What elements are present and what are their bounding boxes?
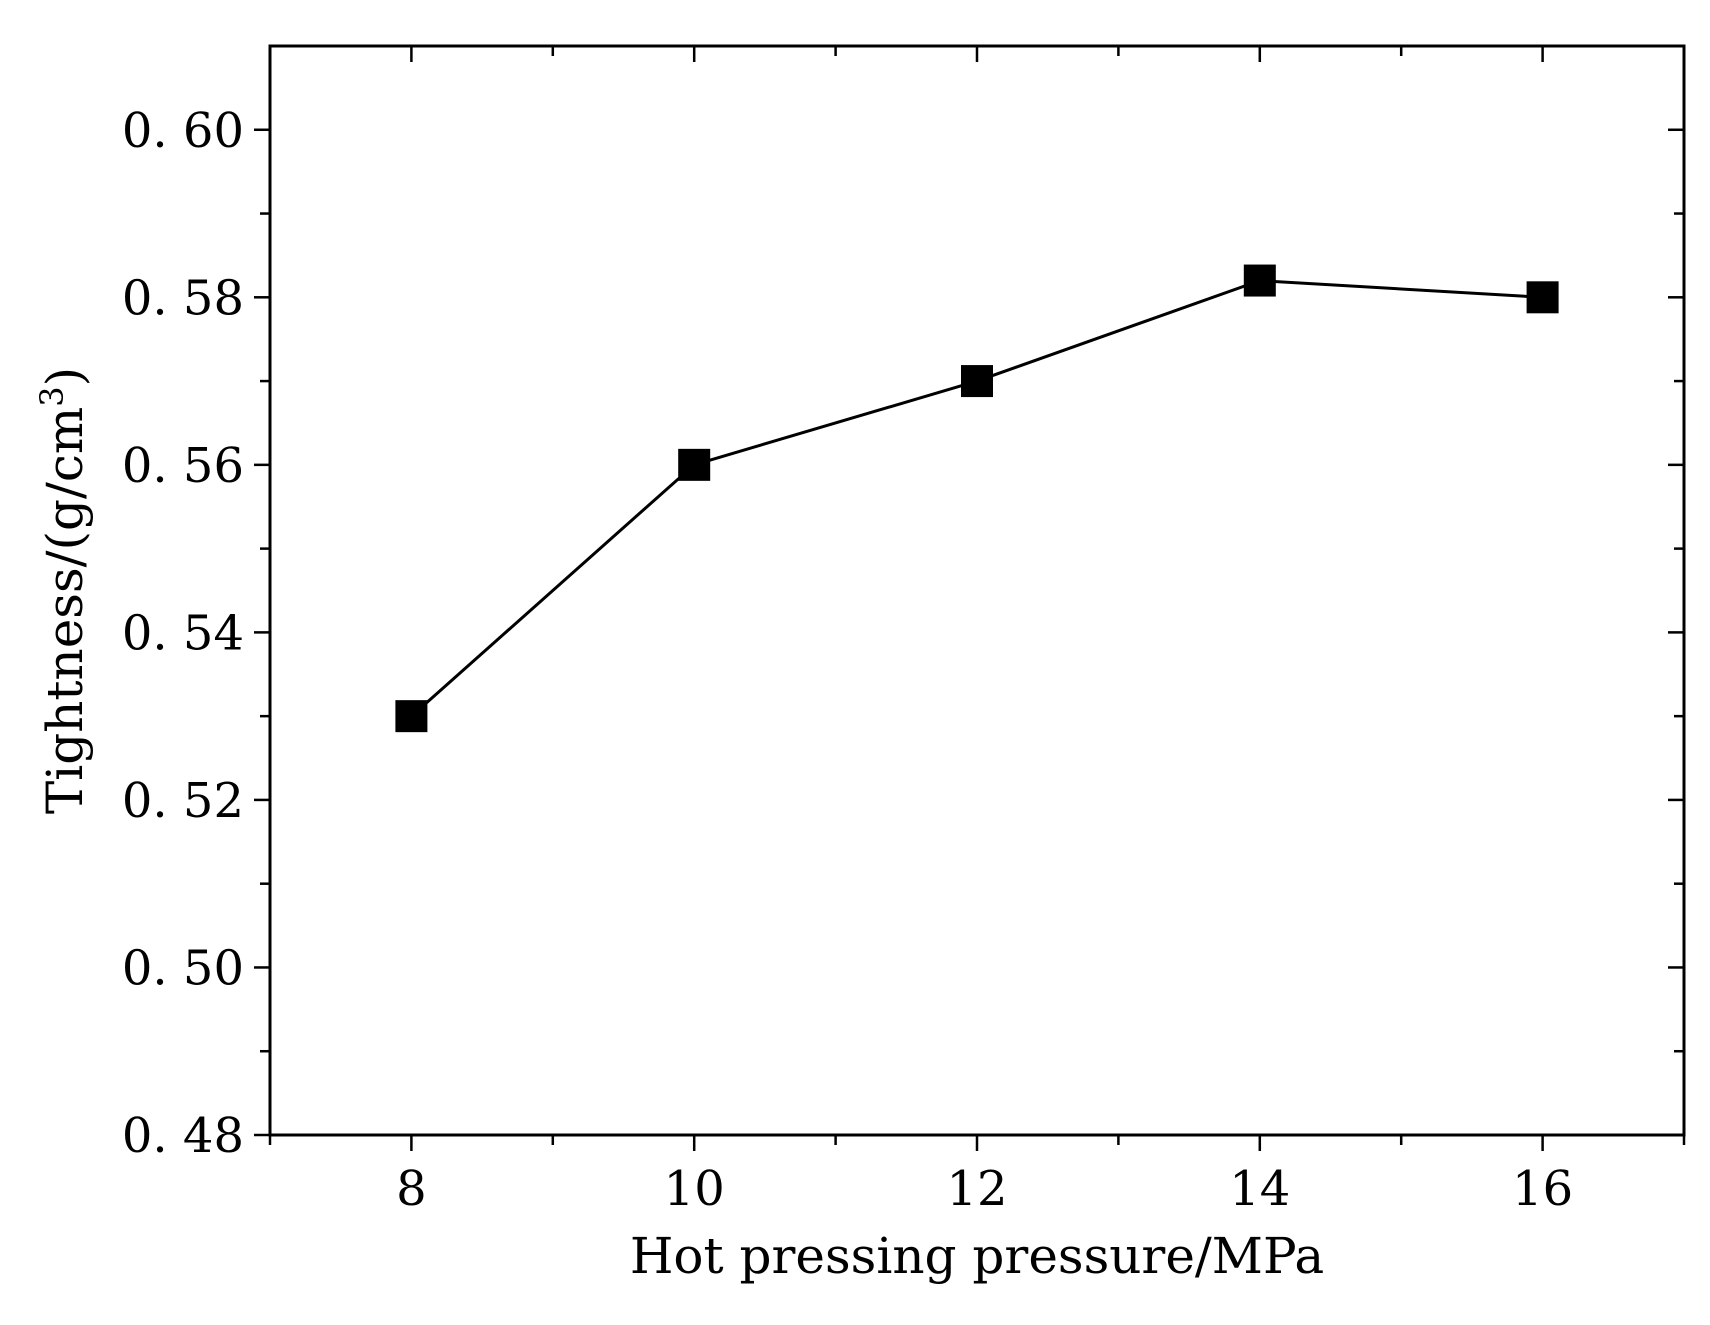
data-point-marker: [678, 448, 711, 481]
y-tick-label: 0. 54: [122, 605, 244, 661]
y-axis-title-close: ): [36, 367, 94, 387]
y-tick-label: 0. 50: [122, 940, 244, 996]
y-axis-title-main: Tightness/(g/cm: [36, 407, 94, 814]
x-tick-label: 12: [946, 1161, 1007, 1217]
series-layer: [395, 264, 1559, 733]
y-axis-title-superscript: 3: [33, 386, 71, 406]
x-tick-label: 8: [396, 1161, 427, 1217]
x-tick-label: 16: [1512, 1161, 1573, 1217]
data-point-marker: [1526, 281, 1559, 314]
data-point-marker: [1243, 264, 1276, 297]
ticks-layer: [254, 46, 1686, 1151]
x-tick-label: 10: [664, 1161, 725, 1217]
y-tick-label: 0. 48: [122, 1108, 244, 1164]
series-line: [410, 279, 1543, 718]
data-point-marker: [395, 700, 428, 733]
x-tick-label: 14: [1229, 1161, 1290, 1217]
y-tick-label: 0. 60: [122, 103, 244, 159]
y-tick-label: 0. 52: [122, 773, 244, 829]
data-point-marker: [961, 365, 993, 398]
y-tick-label: 0. 58: [122, 270, 244, 326]
x-axis-title: Hot pressing pressure/MPa: [630, 1227, 1324, 1285]
y-axis-title: Tightness/(g/cm3): [33, 367, 94, 814]
labels-layer: 8 10 12 14 16 0. 48 0. 50 0. 52 0. 54 0. 56 0. 58 0…: [122, 103, 1573, 1217]
y-tick-label: 0. 56: [122, 438, 244, 494]
plot-frame: [268, 44, 1686, 1137]
